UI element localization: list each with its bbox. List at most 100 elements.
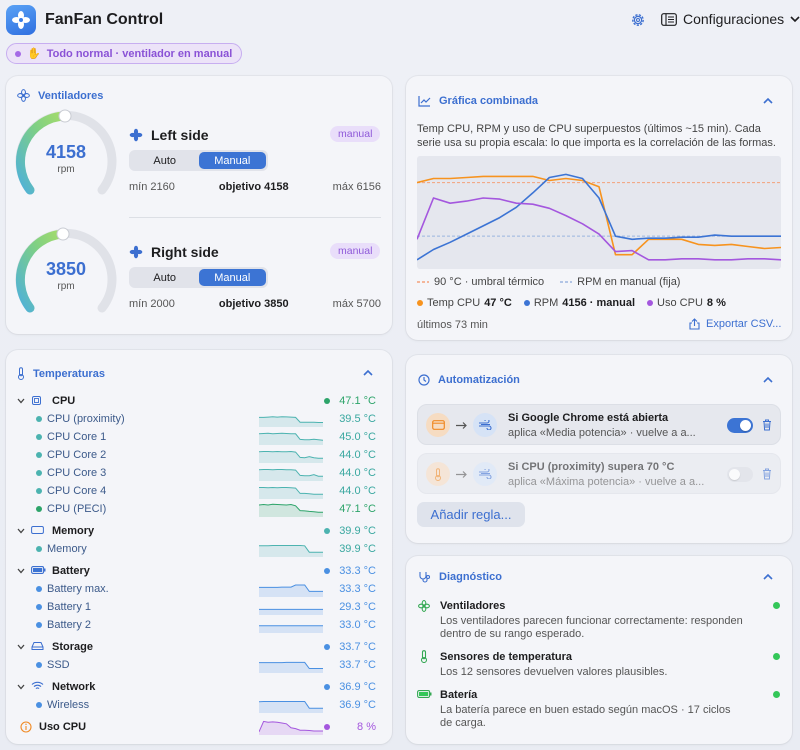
- mode-manual-button[interactable]: Manual: [198, 269, 266, 286]
- fan-target: objetivo 4158: [218, 181, 289, 193]
- fan-target: objetivo 3850: [218, 298, 289, 310]
- sparkline: [259, 486, 323, 499]
- gear-icon[interactable]: [630, 12, 646, 28]
- chevron-down-icon[interactable]: [17, 684, 25, 690]
- temp-group-row[interactable]: Memory 39.9 °C: [6, 522, 390, 540]
- temp-value: 36.9 °C: [339, 681, 376, 693]
- mode-auto-button[interactable]: Auto: [153, 154, 177, 167]
- temp-sensor-row[interactable]: Memory 39.9 °C: [6, 540, 390, 558]
- mode-segmented-control[interactable]: Auto Manual: [129, 150, 268, 171]
- legend-temp: Temp CPU 47 °C: [417, 297, 512, 309]
- sensor-dot: [36, 546, 42, 552]
- chevron-down-icon[interactable]: [17, 398, 25, 404]
- memory-icon: [31, 525, 44, 538]
- temp-sensor-row[interactable]: CPU Core 4 44.0 °C: [6, 482, 390, 500]
- chart-card: Gráfica combinada Temp CPU, RPM y uso de…: [406, 76, 792, 340]
- fan-rpm-value: 3850: [45, 259, 87, 279]
- chart-plot-area: [417, 156, 781, 269]
- wind-icon: [473, 462, 497, 486]
- fan-gauge[interactable]: 3850 rpm: [14, 226, 118, 316]
- temp-sensor-row[interactable]: CPU Core 2 44.0 °C: [6, 446, 390, 464]
- battery-icon: [31, 565, 46, 577]
- thermometer-icon: [18, 367, 24, 380]
- cpu-usage-row[interactable]: Uso CPU 8 %: [6, 718, 390, 736]
- temp-value: 39.9 °C: [339, 543, 376, 555]
- temp-sensor-label: Battery 2: [47, 619, 92, 631]
- rule-toggle[interactable]: [727, 467, 753, 482]
- fan-range-row: mín 2000 objetivo 3850 máx 5700: [129, 298, 381, 310]
- mode-manual-button[interactable]: Manual: [198, 152, 266, 169]
- temp-sensor-row[interactable]: CPU (PECI) 47.1 °C: [6, 500, 390, 518]
- export-csv-label: Exportar CSV...: [706, 318, 782, 330]
- legend-temp-value: 47 °C: [484, 297, 512, 309]
- temp-sensor-row[interactable]: CPU Core 1 45.0 °C: [6, 428, 390, 446]
- chevron-down-icon[interactable]: [17, 528, 25, 534]
- temps-title-text: Temperaturas: [33, 367, 105, 380]
- combined-chart[interactable]: [417, 156, 781, 269]
- chevron-up-icon[interactable]: [762, 374, 774, 386]
- config-menu[interactable]: Configuraciones: [661, 11, 800, 27]
- sensor-dot: [36, 662, 42, 668]
- chevron-up-icon[interactable]: [762, 571, 774, 583]
- export-csv-button[interactable]: Exportar CSV...: [689, 318, 781, 330]
- chevron-down-icon[interactable]: [17, 644, 25, 650]
- temp-sensor-row[interactable]: SSD 33.7 °C: [6, 656, 390, 674]
- mode-auto-button[interactable]: Auto: [153, 271, 177, 284]
- sparkline: [259, 625, 323, 633]
- fan-icon: [129, 245, 143, 259]
- temp-group-row[interactable]: Network 36.9 °C: [6, 678, 390, 696]
- legend-rpm-fixed: RPM en manual (fija): [560, 276, 680, 288]
- temp-group-label: Storage: [52, 641, 93, 653]
- temp-group-row[interactable]: Storage 33.7 °C: [6, 638, 390, 656]
- sidebar-icon: [661, 12, 677, 26]
- sparkline: [259, 450, 323, 463]
- trash-icon[interactable]: [762, 419, 772, 431]
- browser-window-icon: [426, 413, 450, 437]
- sparkline: [259, 503, 323, 517]
- temp-value: 47.1 °C: [339, 395, 376, 407]
- temp-sensor-row[interactable]: CPU (proximity) 39.5 °C: [6, 410, 390, 428]
- chevron-up-icon[interactable]: [362, 367, 374, 379]
- legend-temp-label: Temp CPU: [427, 297, 481, 309]
- fan-max: máx 5700: [332, 298, 381, 310]
- temp-value: 45.0 °C: [339, 431, 376, 443]
- trash-icon[interactable]: [762, 468, 772, 480]
- status-dot: [324, 528, 330, 534]
- legend-rpm-value: 4156 · manual: [562, 297, 636, 309]
- rule-description: aplica «Máxima potencia» · vuelve a a...: [508, 476, 705, 488]
- add-rule-button[interactable]: Añadir regla...: [417, 502, 525, 527]
- fan-rpm-unit: rpm: [57, 164, 75, 175]
- temp-value: 44.0 °C: [339, 467, 376, 479]
- chevron-down-icon[interactable]: [17, 568, 25, 574]
- temps-card-title: Temperaturas: [17, 367, 105, 380]
- temp-sensor-row[interactable]: Wireless 36.9 °C: [6, 696, 390, 714]
- diag-item-title: Sensores de temperatura: [440, 651, 573, 663]
- automation-card: Automatización Si Google Chrome está abi…: [406, 355, 792, 543]
- mode-segmented-control[interactable]: Auto Manual: [129, 267, 268, 288]
- sensor-dot: [36, 622, 42, 628]
- temp-value: 44.0 °C: [339, 449, 376, 461]
- rule-toggle[interactable]: [727, 418, 753, 433]
- temp-value: 47.1 °C: [339, 503, 376, 515]
- temp-group-row[interactable]: CPU 47.1 °C: [6, 392, 390, 410]
- temp-sensor-row[interactable]: Battery max. 33.3 °C: [6, 580, 390, 598]
- fan-gauge[interactable]: 4158 rpm: [14, 108, 118, 198]
- status-dot: [324, 644, 330, 650]
- battery-icon: [417, 690, 432, 698]
- automation-rule[interactable]: Si Google Chrome está abierta aplica «Me…: [417, 404, 781, 445]
- legend-cpu-value: 8 %: [706, 297, 726, 309]
- automation-rule[interactable]: Si CPU (proximity) supera 70 °C aplica «…: [417, 453, 781, 494]
- temp-group-row[interactable]: Battery 33.3 °C: [6, 562, 390, 580]
- temp-sensor-row[interactable]: Battery 2 33.0 °C: [6, 616, 390, 634]
- chart-icon: [418, 95, 431, 107]
- chevron-up-icon[interactable]: [762, 95, 774, 107]
- fan-icon: [418, 600, 430, 612]
- storage-icon: [31, 641, 44, 654]
- diagnostics-card: Diagnóstico Ventiladores Los ventiladore…: [406, 556, 792, 744]
- sensor-dot: [36, 702, 42, 708]
- status-dot: [324, 684, 330, 690]
- temp-sensor-row[interactable]: CPU Core 3 44.0 °C: [6, 464, 390, 482]
- status-dot: [15, 50, 21, 57]
- temp-sensor-row[interactable]: Battery 1 29.3 °C: [6, 598, 390, 616]
- fans-title-text: Ventiladores: [38, 89, 104, 102]
